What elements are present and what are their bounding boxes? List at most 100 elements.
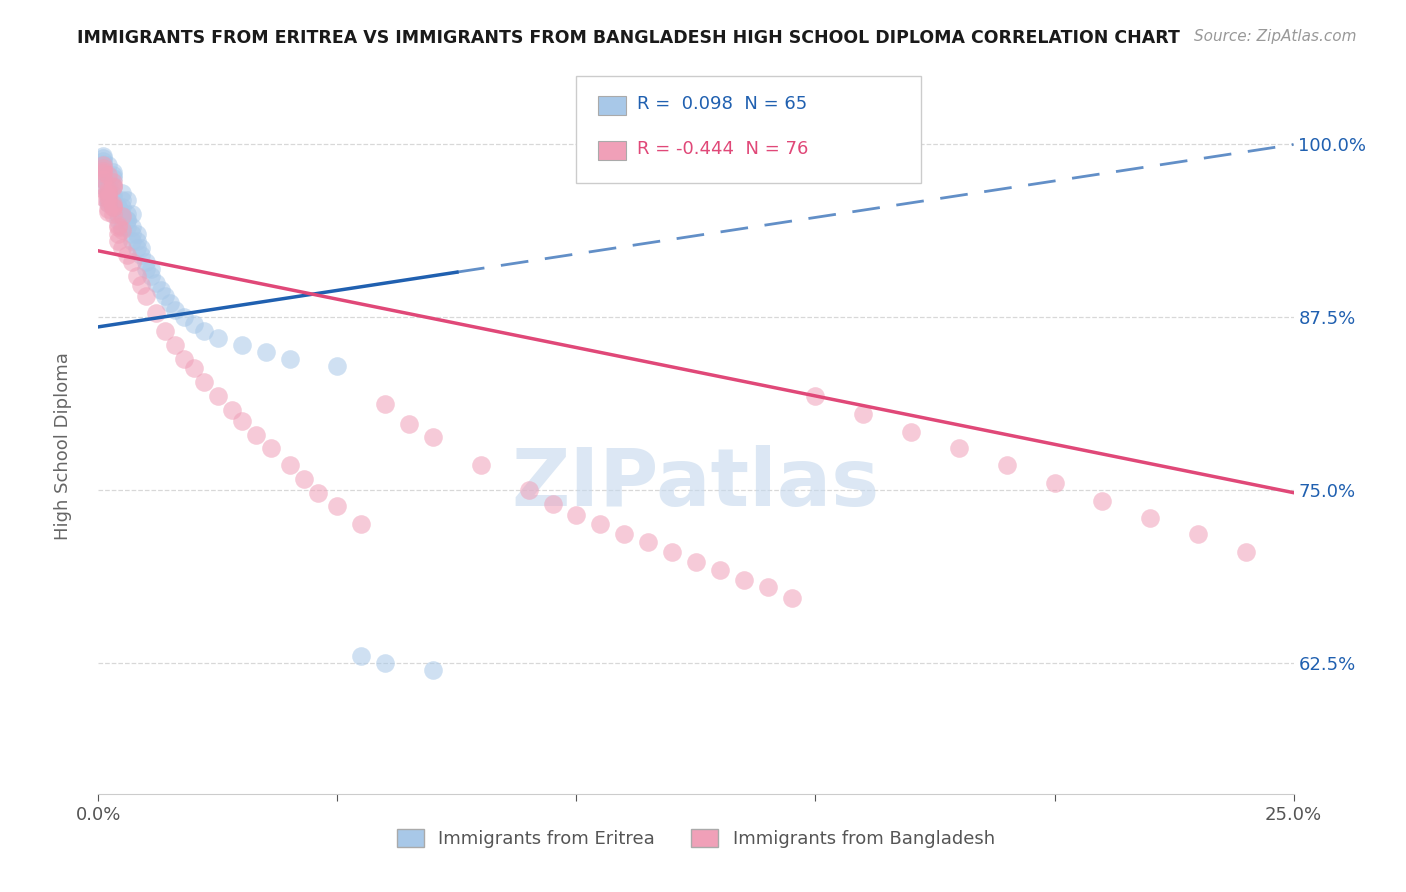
Point: [97, 205, 120, 219]
Point: [107, 227, 129, 242]
Point: [101, 165, 124, 179]
Point: [91, 163, 114, 178]
Point: [97, 183, 120, 197]
Point: [97, 195, 120, 210]
Text: R =  0.098  N = 65: R = 0.098 N = 65: [637, 95, 807, 113]
Point: [326, 359, 349, 373]
Point: [101, 170, 124, 185]
Point: [374, 656, 396, 670]
Point: [107, 213, 129, 227]
Text: R = -0.444  N = 76: R = -0.444 N = 76: [637, 140, 808, 158]
Point: [149, 283, 172, 297]
Point: [115, 193, 138, 207]
Point: [91, 158, 114, 172]
Legend: Immigrants from Eritrea, Immigrants from Bangladesh: Immigrants from Eritrea, Immigrants from…: [389, 822, 1002, 855]
Point: [131, 278, 153, 293]
Point: [101, 178, 124, 193]
Point: [231, 338, 253, 352]
Point: [470, 458, 492, 472]
Point: [111, 210, 134, 224]
Point: [121, 234, 143, 248]
Point: [107, 206, 129, 220]
Point: [91, 151, 114, 165]
Point: [709, 563, 731, 577]
Point: [565, 508, 588, 522]
Point: [121, 206, 143, 220]
Point: [193, 324, 215, 338]
Point: [852, 407, 875, 421]
Point: [135, 289, 157, 303]
Point: [97, 195, 120, 210]
Point: [101, 175, 124, 189]
Point: [135, 261, 157, 276]
Point: [183, 361, 205, 376]
Point: [278, 351, 301, 366]
Point: [1091, 494, 1114, 508]
Point: [173, 310, 195, 325]
Point: [780, 591, 803, 605]
Point: [173, 351, 195, 366]
Point: [101, 200, 124, 214]
Point: [145, 276, 167, 290]
Point: [97, 178, 120, 193]
Point: [221, 402, 243, 417]
Point: [111, 220, 134, 235]
Point: [91, 172, 114, 186]
Point: [91, 148, 114, 162]
Point: [125, 241, 148, 255]
Point: [101, 197, 124, 211]
Point: [101, 168, 124, 182]
Point: [115, 213, 138, 227]
Point: [97, 158, 120, 172]
Point: [107, 218, 129, 232]
Point: [948, 442, 970, 456]
Point: [101, 190, 124, 204]
Point: [97, 182, 120, 196]
Point: [107, 200, 129, 214]
Point: [97, 188, 120, 202]
Point: [121, 220, 143, 235]
Point: [101, 180, 124, 194]
Text: ZIPatlas: ZIPatlas: [512, 445, 880, 523]
Point: [1043, 475, 1066, 490]
Point: [107, 234, 129, 248]
Point: [163, 303, 186, 318]
Point: [661, 545, 683, 559]
Point: [422, 663, 444, 677]
Point: [155, 324, 177, 338]
Point: [91, 178, 114, 193]
Point: [139, 268, 162, 283]
Point: [97, 168, 120, 182]
Point: [115, 206, 138, 220]
Point: [91, 190, 114, 204]
Point: [350, 648, 373, 663]
Point: [995, 458, 1018, 472]
Point: [111, 223, 134, 237]
Point: [97, 186, 120, 200]
Point: [207, 331, 229, 345]
Point: [115, 213, 138, 227]
Point: [804, 389, 827, 403]
Point: [145, 306, 167, 320]
Point: [1139, 510, 1161, 524]
Point: [637, 535, 659, 549]
Point: [254, 344, 277, 359]
Text: Source: ZipAtlas.com: Source: ZipAtlas.com: [1194, 29, 1357, 45]
Point: [278, 458, 301, 472]
Point: [183, 317, 205, 331]
Point: [101, 193, 124, 207]
Point: [101, 178, 124, 193]
Point: [193, 375, 215, 389]
Point: [756, 580, 779, 594]
Point: [107, 200, 129, 214]
Point: [131, 241, 153, 255]
Point: [155, 289, 177, 303]
Point: [91, 162, 114, 177]
Point: [91, 157, 114, 171]
Point: [135, 255, 157, 269]
Point: [125, 227, 148, 242]
Point: [121, 255, 143, 269]
Point: [292, 472, 315, 486]
Point: [541, 497, 564, 511]
Point: [97, 191, 120, 205]
